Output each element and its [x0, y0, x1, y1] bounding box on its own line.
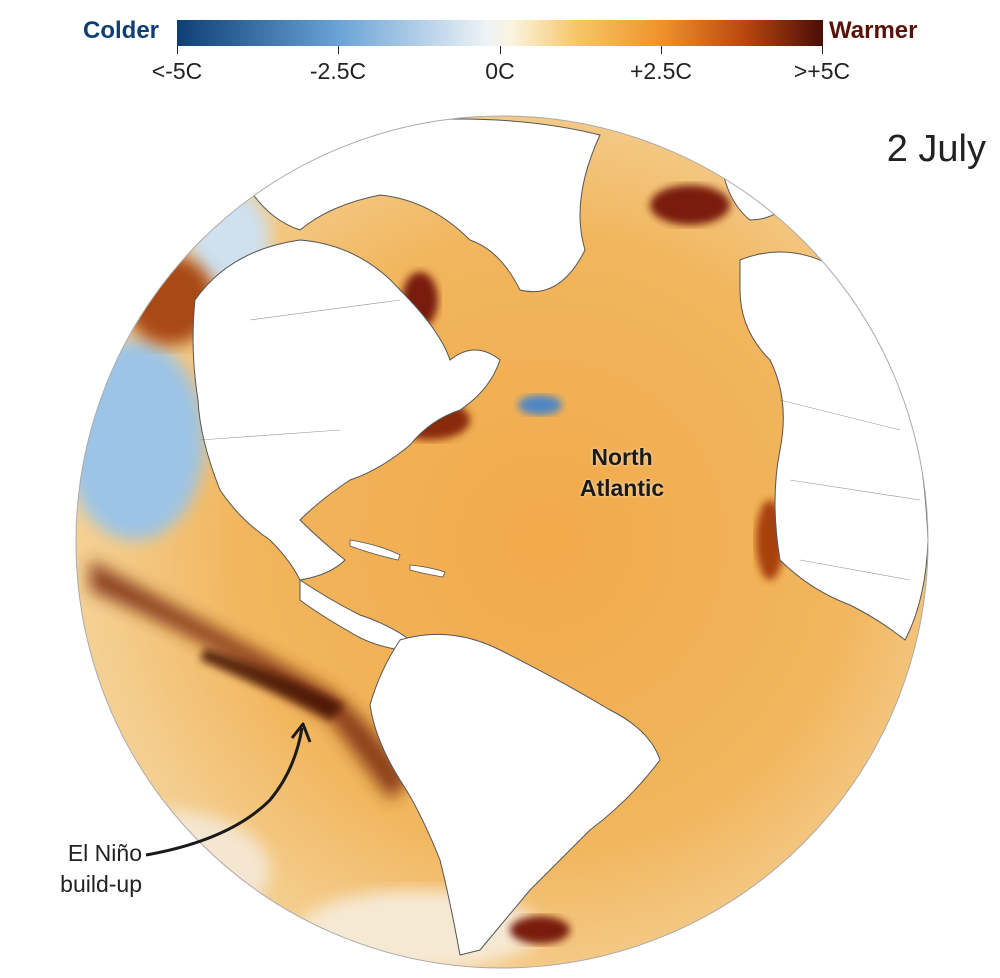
el-nino-label-line1: El Niño [67, 840, 142, 866]
legend-tick [500, 46, 501, 54]
legend-tick-label: >+5C [793, 58, 851, 84]
el-nino-band [90, 560, 410, 800]
legend-tick-label: 0C [485, 58, 515, 84]
legend-tick [338, 46, 339, 54]
el-nino-label-line2: build-up [60, 871, 142, 898]
legend-tick [661, 46, 662, 54]
legend-tick-label: +2.5C [629, 58, 693, 84]
north-atlantic-label-line2: Atlantic [579, 475, 665, 502]
legend-colder-label: Colder [83, 17, 160, 44]
el-nino-arrowhead [290, 722, 312, 743]
legend-tick-label: <-5C [151, 58, 203, 84]
north-atlantic-label: North Atlantic [562, 442, 682, 504]
globe-surface [76, 116, 928, 968]
date-label: 2 July [886, 128, 986, 170]
pacific-cold-patch [76, 340, 205, 540]
legend-color-ramp [177, 20, 823, 46]
legend-tick [822, 46, 823, 54]
north-atlantic-label-line1: North [591, 444, 653, 470]
el-nino-arrow [145, 727, 304, 857]
legend-tick [177, 46, 178, 54]
legend-tick-label: -2.5C [309, 58, 367, 84]
legend-warmer-label: Warmer [829, 17, 918, 44]
land-masses [192, 118, 928, 956]
el-nino-label: El Niño build-up [30, 838, 142, 900]
